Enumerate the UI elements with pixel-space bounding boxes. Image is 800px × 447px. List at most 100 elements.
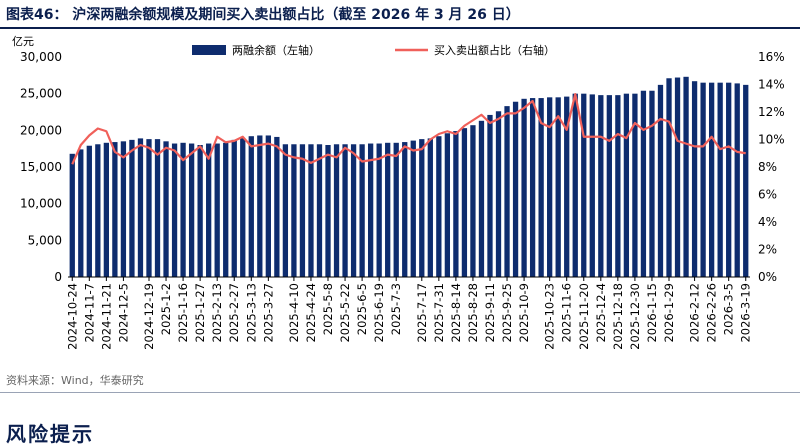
bar [359, 144, 365, 277]
x-tick-label: 2025-3-27 [261, 283, 275, 343]
bar [146, 139, 152, 277]
bar [248, 136, 254, 277]
x-tick-label: 2025-5-8 [321, 283, 335, 335]
x-tick-label: 2025-9-11 [483, 283, 497, 343]
x-tick-label: 2025-1-2 [159, 283, 173, 335]
bar [367, 143, 374, 277]
bar [691, 81, 698, 277]
x-tick-label: 2025-11-6 [560, 283, 574, 343]
bar [547, 97, 553, 277]
bar [223, 142, 229, 277]
title-rule [0, 27, 800, 29]
right-tick-label: 16% [758, 50, 785, 64]
bar [188, 143, 195, 277]
left-axis-unit: 亿元 [12, 35, 34, 48]
footer-rule [0, 392, 800, 393]
bar [589, 94, 595, 278]
x-tick-label: 2026-2-12 [688, 283, 702, 343]
left-tick-label: 15,000 [20, 160, 62, 174]
bar [86, 145, 92, 277]
bar [385, 142, 391, 277]
bar [206, 143, 212, 277]
bar [581, 93, 587, 277]
bar [734, 83, 740, 278]
x-tick-label: 2026-1-29 [662, 283, 676, 343]
bar [683, 76, 689, 277]
x-tick-label: 2025-12-18 [611, 283, 625, 350]
bar [444, 133, 451, 277]
right-axis: 0% 2% 4% 6% 8% 10% 12% 14% 16% [758, 50, 785, 284]
x-tick-label: 2025-1-27 [193, 283, 207, 343]
bar [632, 93, 638, 277]
right-tick-label: 6% [758, 188, 777, 202]
bar [555, 97, 561, 277]
bar [649, 90, 655, 277]
bar [350, 144, 357, 277]
bar [112, 142, 118, 277]
bar [726, 82, 732, 277]
bar [129, 139, 135, 277]
bar [316, 144, 323, 277]
section-heading: 风险提示 [6, 422, 94, 446]
bar [666, 78, 672, 278]
left-tick-label: 20,000 [20, 123, 62, 137]
bar [708, 82, 715, 277]
bar [154, 139, 161, 277]
bar [282, 144, 289, 277]
x-tick-label: 2025-12-30 [628, 283, 642, 350]
legend: 两融余额（左轴） 买入卖出额占比（右轴） [192, 43, 555, 57]
left-axis: 0 5,000 10,000 15,000 20,000 25,000 30,000 [20, 50, 62, 284]
bar [274, 136, 280, 277]
bar [564, 96, 570, 277]
bar [521, 98, 527, 277]
bar [410, 140, 416, 277]
right-tick-label: 2% [758, 243, 777, 257]
x-tick-label: 2025-6-5 [355, 283, 369, 335]
x-tick-label: 2026-3-5 [722, 283, 736, 335]
left-tick-label: 10,000 [20, 197, 62, 211]
bar [265, 135, 271, 277]
bar [103, 142, 110, 277]
right-tick-label: 10% [758, 133, 785, 147]
bar [478, 120, 485, 277]
bar [487, 114, 493, 278]
bar [342, 144, 348, 277]
bar [137, 138, 144, 277]
right-tick-label: 12% [758, 105, 785, 119]
bar [291, 144, 297, 277]
bar [606, 95, 612, 277]
bar [402, 142, 408, 277]
right-tick-label: 0% [758, 270, 777, 284]
x-tick-label: 2025-5-22 [338, 283, 352, 343]
bar [461, 128, 468, 277]
x-tick-label: 2025-11-20 [577, 283, 591, 350]
bar [78, 149, 84, 277]
bar [623, 93, 630, 277]
right-tick-label: 4% [758, 215, 777, 229]
bar [231, 139, 237, 277]
left-tick-label: 5,000 [28, 233, 62, 247]
x-tick-label: 2024-11-21 [99, 283, 113, 350]
bar [538, 98, 544, 277]
x-tick-label: 2026-3-19 [739, 283, 753, 343]
bar [504, 106, 510, 277]
bar [308, 144, 314, 277]
bar [171, 143, 178, 277]
x-tick-label: 2025-10-9 [517, 283, 531, 343]
bar-series [69, 76, 749, 278]
x-tick-label: 2025-1-16 [176, 283, 190, 343]
x-tick-label: 2025-4-24 [304, 283, 318, 343]
x-tick-label: 2025-7-3 [389, 283, 403, 335]
x-tick-label: 2024-10-24 [65, 283, 79, 350]
bar [95, 144, 101, 277]
bar [640, 90, 647, 277]
x-tick-label: 2025-2-27 [227, 283, 241, 343]
x-tick-label: 2025-8-28 [466, 283, 480, 343]
bar [180, 142, 186, 277]
bar [427, 138, 433, 277]
x-tick-label: 2024-12-19 [142, 283, 156, 350]
x-tick-label: 2025-7-31 [432, 283, 446, 343]
bar [393, 142, 399, 277]
line-series [71, 93, 746, 165]
x-tick-label: 2026-1-15 [645, 283, 659, 343]
